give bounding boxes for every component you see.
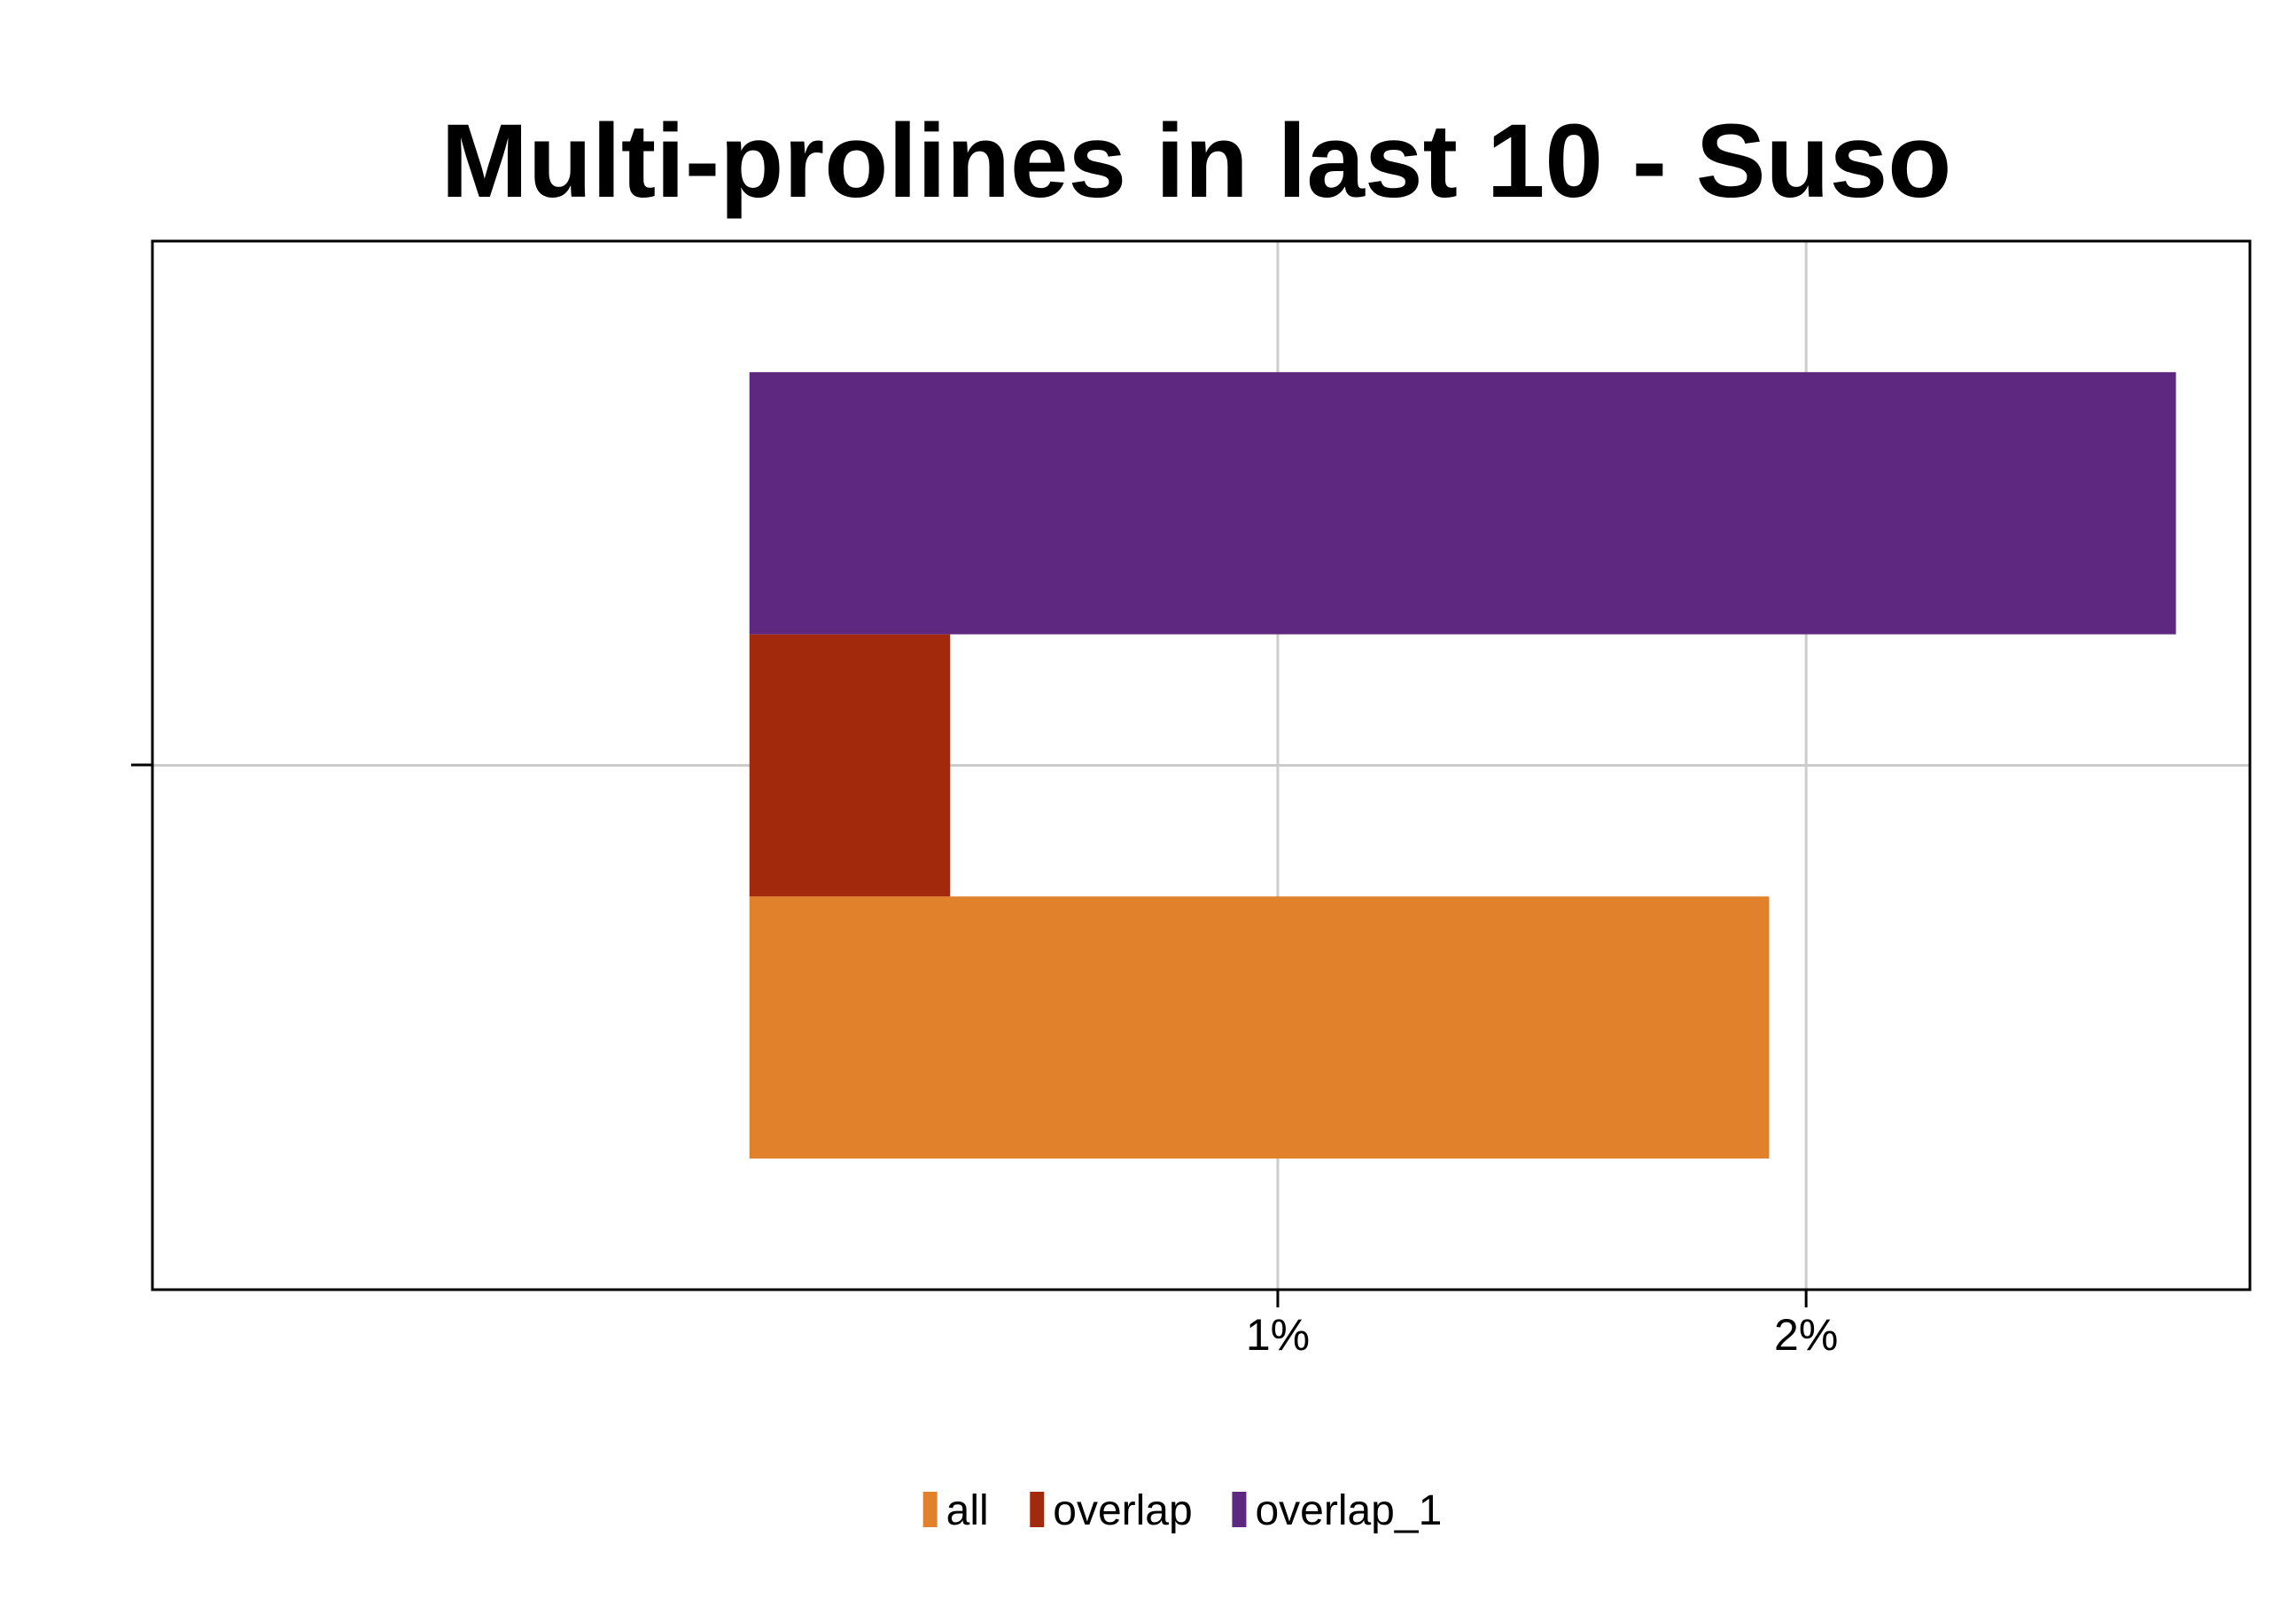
legend-label-overlap-1: overlap_1 bbox=[1255, 1487, 1442, 1534]
legend-label-overlap: overlap bbox=[1053, 1487, 1192, 1534]
x-axis-ticks: 1% 2% bbox=[1246, 1290, 1838, 1360]
bar-overlap bbox=[749, 634, 951, 897]
legend: all overlap overlap_1 bbox=[922, 1487, 1442, 1534]
legend-key-all bbox=[922, 1492, 938, 1527]
chart-title: Multi-prolines in last 10 - Suso bbox=[441, 103, 1952, 220]
bars bbox=[749, 371, 2176, 1159]
legend-label-all: all bbox=[946, 1487, 989, 1534]
legend-key-overlap-1 bbox=[1232, 1492, 1247, 1527]
x-tick-label: 2% bbox=[1774, 1310, 1838, 1360]
bar-overlap-1 bbox=[749, 371, 2176, 635]
bar-all bbox=[749, 896, 1770, 1159]
x-tick-label: 1% bbox=[1246, 1310, 1310, 1360]
legend-key-overlap bbox=[1030, 1492, 1045, 1527]
